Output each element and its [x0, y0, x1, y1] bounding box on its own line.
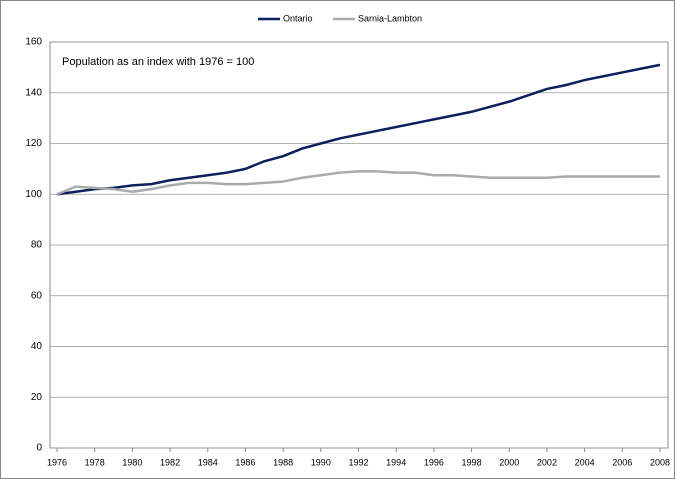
x-tick-label: 1996: [424, 457, 444, 467]
x-tick-label: 2000: [499, 457, 519, 467]
x-tick-label: 1978: [85, 457, 105, 467]
x-tick-label: 1994: [386, 457, 406, 467]
y-tick-label: 100: [25, 189, 42, 200]
y-tick-label: 40: [31, 341, 43, 352]
x-tick-label: 1992: [348, 457, 368, 467]
x-tick-label: 1988: [273, 457, 293, 467]
x-tick-label: 1998: [462, 457, 482, 467]
x-tick-label: 2004: [575, 457, 595, 467]
x-tick-label: 2002: [537, 457, 557, 467]
line-series: [56, 170, 660, 196]
annotation: Population as an index with 1976 = 100: [62, 56, 254, 68]
x-tick-label: 1990: [311, 457, 331, 467]
legend-label: Sarnia-Lambton: [358, 13, 422, 23]
legend-label: Ontario: [283, 13, 313, 23]
y-tick-label: 160: [25, 37, 42, 48]
y-tick-label: 120: [25, 138, 42, 149]
x-tick-label: 2006: [612, 457, 632, 467]
y-tick-label: 80: [31, 240, 43, 251]
x-tick-label: 1980: [122, 457, 142, 467]
x-tick-label: 1984: [198, 457, 218, 467]
x-tick-label: 1986: [235, 457, 255, 467]
y-tick-label: 140: [25, 87, 42, 98]
x-tick-label: 1982: [160, 457, 180, 467]
x-tick-label: 1976: [47, 457, 67, 467]
y-tick-label: 60: [31, 290, 43, 301]
x-tick-label: 2008: [650, 457, 670, 467]
line-series: [56, 63, 661, 196]
y-tick-label: 20: [31, 392, 43, 403]
y-tick-label: 0: [36, 443, 42, 454]
